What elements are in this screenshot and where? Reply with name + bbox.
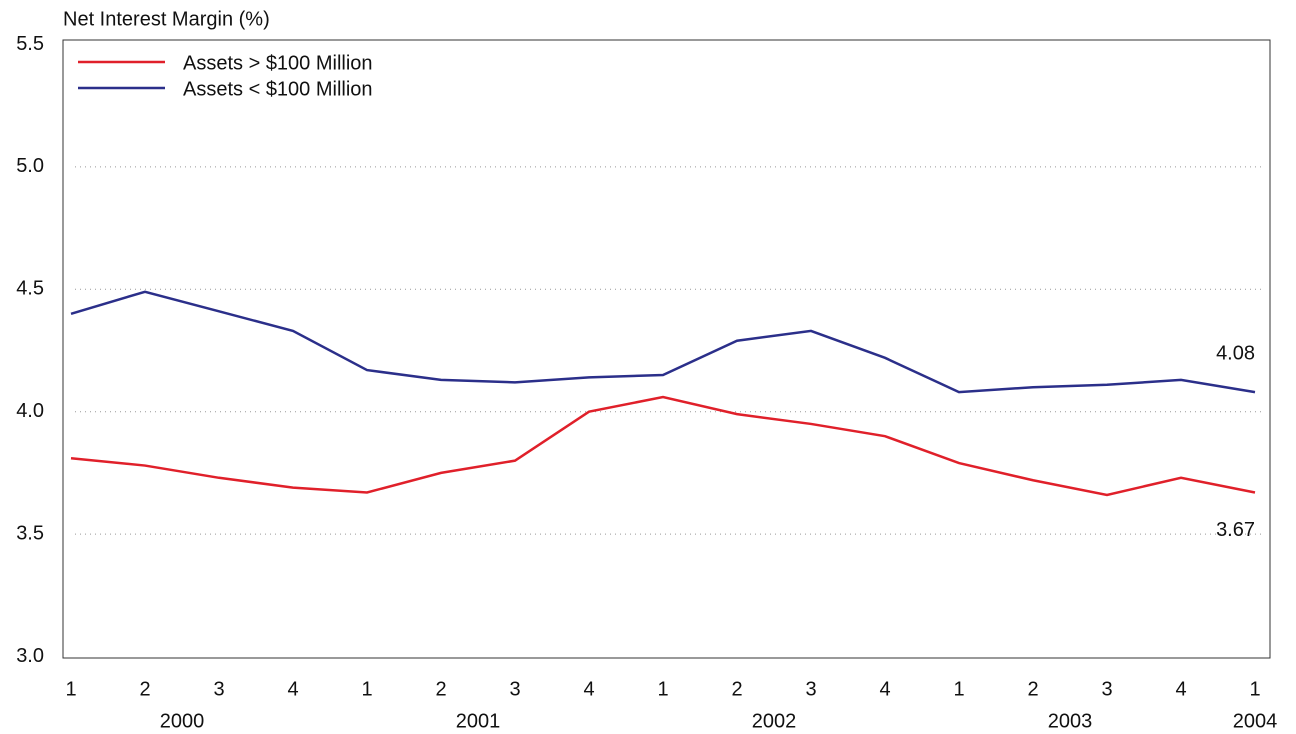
x-tick-label: 2: [1027, 678, 1038, 700]
y-tick-label: 5.5: [16, 33, 44, 55]
x-group-label: 2004: [1233, 710, 1278, 732]
x-tick-label: 2: [139, 678, 150, 700]
x-group-label: 2002: [752, 710, 797, 732]
x-tick-label: 4: [1175, 678, 1186, 700]
legend-label: Assets > $100 Million: [183, 52, 373, 74]
x-tick-label: 1: [657, 678, 668, 700]
x-tick-label: 3: [213, 678, 224, 700]
x-tick-label: 3: [509, 678, 520, 700]
x-group-label: 2003: [1048, 710, 1093, 732]
legend-label: Assets < $100 Million: [183, 78, 373, 100]
x-group-label: 2001: [456, 710, 501, 732]
x-tick-label: 3: [805, 678, 816, 700]
x-tick-label: 1: [1249, 678, 1260, 700]
y-axis-label: Net Interest Margin (%): [63, 8, 270, 30]
y-tick-label: 4.5: [16, 278, 44, 300]
x-tick-label: 1: [361, 678, 372, 700]
plot-frame: [62, 39, 1271, 659]
x-tick-label: 1: [953, 678, 964, 700]
end-value-label: 3.67: [1216, 519, 1255, 541]
x-tick-label: 1: [65, 678, 76, 700]
y-tick-label: 3.5: [16, 522, 44, 544]
x-tick-label: 4: [583, 678, 594, 700]
x-tick-label: 3: [1101, 678, 1112, 700]
series-line: [70, 290, 1256, 394]
y-tick-label: 3.0: [16, 645, 44, 667]
y-tick-label: 4.0: [16, 400, 44, 422]
series-line: [70, 395, 1256, 497]
x-tick-label: 4: [287, 678, 298, 700]
x-tick-label: 2: [435, 678, 446, 700]
end-value-label: 4.08: [1216, 342, 1255, 364]
y-tick-label: 5.0: [16, 155, 44, 177]
x-tick-label: 4: [879, 678, 890, 700]
x-group-label: 2000: [160, 710, 205, 732]
x-tick-label: 2: [731, 678, 742, 700]
